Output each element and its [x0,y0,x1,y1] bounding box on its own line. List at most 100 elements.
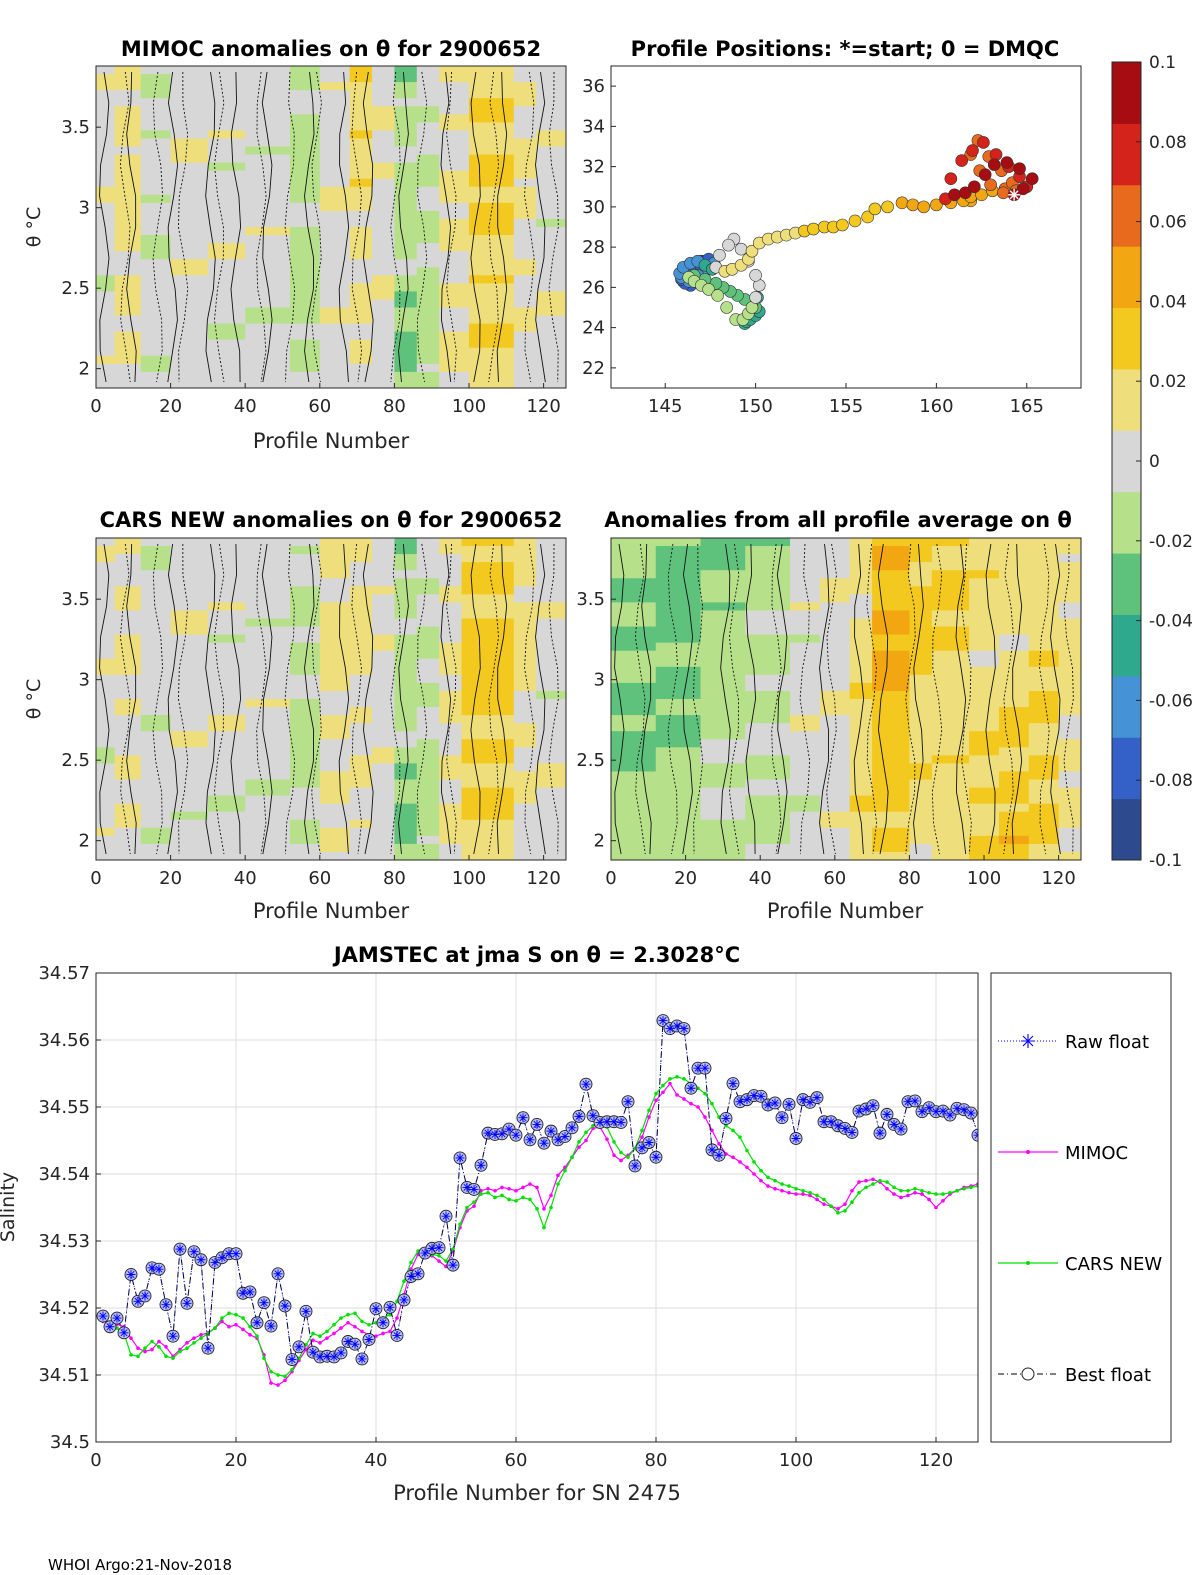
field-cell [469,275,515,284]
field-cell [461,787,515,797]
field-cell [170,259,209,268]
panel-mimoc: MIMOC anomalies on θ for 2900652 0 20 40 60… [23,37,567,453]
field-cell [872,538,911,547]
field-cell [819,626,851,636]
field-cell [790,610,821,620]
field-cell [372,570,396,579]
field-cell [207,626,246,636]
field-cell [319,74,351,83]
field-cell [931,658,970,668]
field-cell [245,74,291,83]
field-cell [439,170,470,180]
field-cell [319,178,351,188]
field-cell [207,763,246,773]
field-cell [469,210,515,220]
field-cell [96,827,116,837]
mimoc-point [360,1329,364,1334]
field-cell [909,851,933,860]
field-cell [745,739,791,748]
field-cell [439,843,463,853]
field-cell [819,650,851,660]
field-cell [611,666,657,676]
field-cell [170,755,209,764]
field-cell [745,562,791,571]
colorbar-tick-label: 0.1 [1149,53,1176,73]
field-cell [849,618,873,628]
field-cell [372,331,396,341]
field-contour [304,543,315,855]
field-cell [372,347,396,357]
field-cell [513,642,537,652]
field-cell [469,267,515,276]
field-cell [349,371,373,381]
mimoc-point [794,1192,798,1196]
mimoc-point [514,1188,518,1193]
salinity-x-tick-label: 120 [919,1450,953,1471]
field-cell [998,562,1030,571]
raw-float-point [336,1348,346,1358]
field-cell [790,755,821,764]
field-cell [700,610,746,620]
field-cell [319,827,351,837]
field-cell [439,178,470,188]
field-cell [513,610,537,620]
raw-float-point [854,1106,864,1116]
colorbar-segment [1112,737,1141,800]
field-cell [394,715,418,724]
field-cell [170,363,209,373]
field-cell [349,323,373,333]
field-cell [114,283,142,292]
field-cell [349,723,373,732]
field-cell [416,594,440,603]
mimoc-x-tick-label: 60 [308,396,331,417]
field-cell [96,658,116,668]
field-cell [416,323,440,333]
field-cell [819,682,851,692]
field-cell [140,578,172,587]
field-cell [372,371,396,381]
field-cell [416,779,440,789]
field-cell [170,699,209,708]
field-cell [909,699,933,708]
field-cell [1028,787,1060,797]
field-contour [877,543,889,855]
field-cell [469,170,515,180]
field-cell [170,835,209,845]
field-cell [349,275,373,284]
field-cell [416,170,440,180]
field-contour [799,543,811,855]
field-cell [394,779,418,789]
mimoc-point [871,1177,875,1182]
field-cell [319,275,351,284]
field-cell [319,787,351,797]
field-cell [439,755,463,764]
field-cell [140,626,172,636]
field-cell [245,106,291,115]
cars-point [535,1207,539,1211]
field-cell [439,307,470,317]
anom-x-tick-label: 40 [749,868,772,889]
raw-float-point [651,1152,661,1162]
field-cell [372,578,396,587]
colorbar-segment [1112,491,1141,554]
field-cell [245,355,291,365]
cars-point [311,1331,315,1336]
field-cell [969,699,1000,708]
field-cell [372,259,396,268]
field-cell [700,819,746,829]
field-cell [439,251,470,260]
field-cell [394,379,418,388]
field-cell [289,170,321,180]
field-cell [207,339,246,349]
field-cell [170,763,209,773]
field-cell [114,642,142,652]
field-cell [872,747,911,756]
field-cell [536,634,566,644]
field-cell [170,851,209,860]
field-cell [319,98,351,107]
field-cell [207,803,246,813]
field-cell [207,178,246,188]
field-cell [969,682,1000,692]
field-cell [439,650,463,660]
